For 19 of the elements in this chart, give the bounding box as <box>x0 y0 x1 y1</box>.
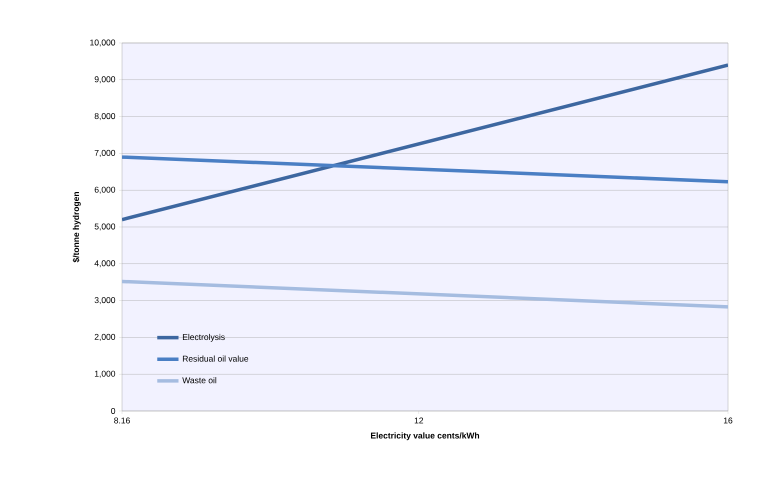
y-tick-label: 0 <box>111 408 116 414</box>
y-tick-label: 7,000 <box>94 150 116 157</box>
y-tick-label: 1,000 <box>94 370 116 378</box>
y-tick-label: 8,000 <box>94 113 116 120</box>
legend-label: Electrolysis <box>182 334 225 342</box>
x-tick-label: 8.16 <box>114 418 130 424</box>
y-tick-label: 5,000 <box>94 223 116 230</box>
legend-label: Residual oil value <box>182 355 248 362</box>
legend-label: Waste oil <box>182 377 216 384</box>
y-tick-label: 4,000 <box>94 260 116 268</box>
y-tick-label: 2,000 <box>94 334 116 341</box>
x-axis-title: Electricity value cents/kWh <box>370 432 480 440</box>
y-axis-title: $/tonne hydrogen <box>72 192 81 262</box>
y-tick-label: 9,000 <box>94 76 116 84</box>
x-tick-label: 16 <box>724 418 732 424</box>
y-tick-label: 3,000 <box>94 297 116 304</box>
y-tick-label: 10,000 <box>90 39 116 46</box>
x-tick-label: 12 <box>414 418 424 424</box>
y-tick-label: 6,000 <box>94 186 116 194</box>
